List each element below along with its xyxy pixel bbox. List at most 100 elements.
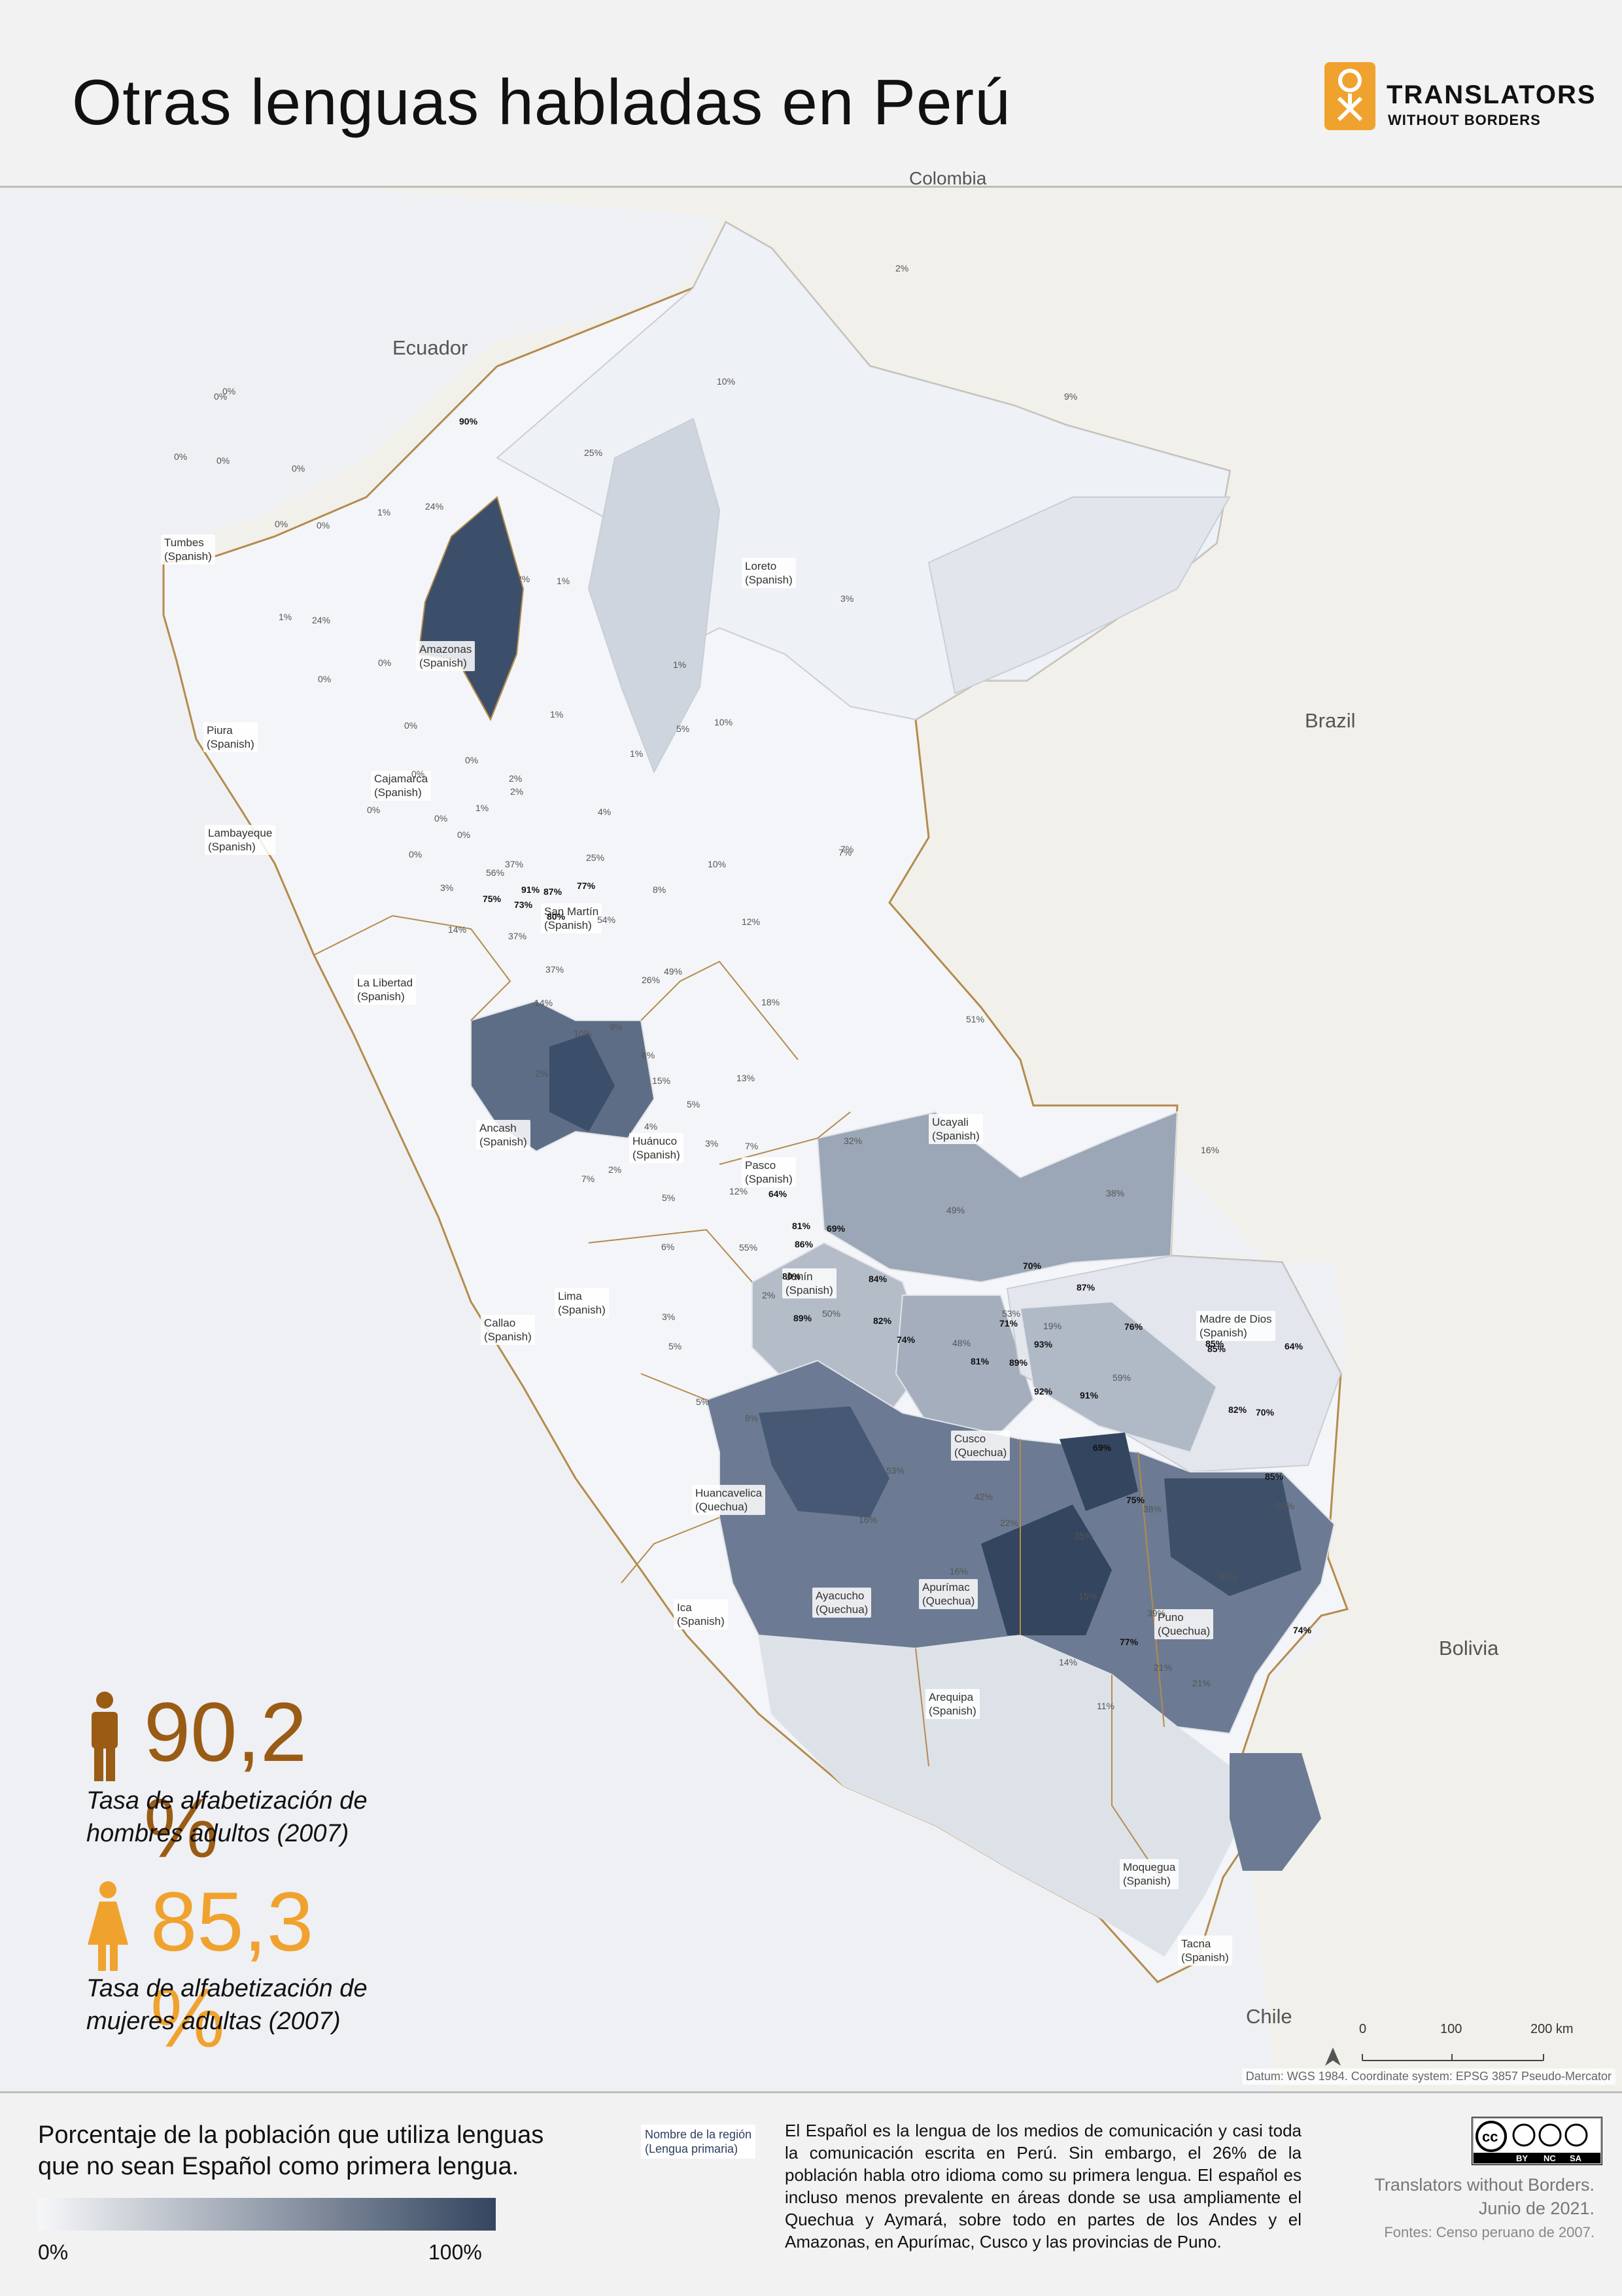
datum-note: Datum: WGS 1984. Coordinate system: EPSG…	[1241, 2068, 1615, 2085]
percentage-label: 5%	[662, 1192, 676, 1203]
percentage-label: 14%	[448, 924, 467, 935]
percentage-label: 38%	[1143, 1504, 1162, 1514]
country-label-chile: Chile	[1246, 2005, 1292, 2028]
percentage-label: 6%	[661, 1242, 675, 1252]
region-label-ancash: Ancash (Spanish)	[476, 1120, 530, 1150]
percentage-label: 7%	[838, 847, 852, 858]
percentage-label: 89%	[1009, 1357, 1028, 1368]
percentage-label: 25%	[584, 447, 603, 458]
legend-max: 100%	[428, 2240, 482, 2264]
region-huancavelica-dark	[759, 1406, 889, 1518]
stat-men-value: 90,2 %	[144, 1686, 307, 1875]
percentage-label: 0%	[214, 391, 228, 402]
country-label-brazil: Brazil	[1305, 709, 1356, 732]
region-label-ica: Ica (Spanish)	[674, 1599, 728, 1629]
percentage-label: 15%	[1078, 1591, 1097, 1601]
region-label-loreto: Loreto (Spanish)	[742, 558, 796, 588]
percentage-label: 2%	[608, 1164, 622, 1175]
percentage-label: 77%	[577, 880, 596, 891]
percentage-label: 50%	[822, 1308, 841, 1319]
percentage-label: 0%	[174, 451, 188, 462]
percentage-label: 73%	[514, 899, 533, 910]
percentage-label: 49%	[664, 966, 683, 977]
percentage-label: 13%	[736, 1073, 755, 1083]
percentage-label: 80%	[547, 911, 566, 922]
percentage-label: 7%	[840, 844, 854, 854]
region-label-cusco: Cusco (Quechua)	[951, 1431, 1010, 1461]
region-label-junin: Junín (Spanish)	[782, 1268, 837, 1298]
percentage-label: 37%	[508, 931, 527, 941]
percentage-label: 0%	[367, 805, 381, 815]
percentage-label: 1%	[550, 709, 564, 720]
cc-sa: SA	[1570, 2153, 1582, 2163]
percentage-label: 5%	[696, 1397, 710, 1407]
percentage-label: 2%	[762, 1290, 776, 1300]
percentage-label: 51%	[966, 1014, 985, 1024]
percentage-label: 9%	[610, 1022, 623, 1032]
percentage-label: 64%	[1285, 1341, 1303, 1351]
percentage-label: 25%	[586, 852, 605, 863]
percentage-label: 91%	[521, 884, 540, 895]
percentage-label: 37%	[505, 859, 524, 869]
percentage-label: 2%	[510, 786, 524, 797]
region-label-tacna: Tacna (Spanish)	[1178, 1936, 1232, 1966]
scale-label-100: 100	[1440, 2022, 1462, 2036]
legend-gradient	[38, 2198, 496, 2231]
percentage-label: 93%	[1034, 1339, 1053, 1349]
percentage-label: 3%	[840, 593, 854, 604]
percentage-label: 14%	[534, 998, 553, 1008]
stat-men-caption-line2: hombres adultos (2007)	[86, 1820, 349, 1847]
percentage-label: 55%	[1220, 1572, 1239, 1582]
region-apurimac-dark	[981, 1505, 1112, 1635]
percentage-label: 70%	[1023, 1261, 1042, 1271]
percentage-label: 8%	[745, 1413, 759, 1423]
percentage-label: 0%	[457, 829, 471, 840]
header: Otras lenguas habladas en Perú TRANSLATO…	[0, 0, 1622, 188]
percentage-label: 21%	[1192, 1678, 1211, 1688]
percentage-label: 0%	[411, 769, 425, 779]
legend-title: Porcentaje de la población que utiliza l…	[38, 2119, 544, 2182]
percentage-label: 77%	[1120, 1637, 1139, 1647]
percentage-label: 14%	[1059, 1657, 1078, 1667]
percentage-label: 0%	[222, 386, 236, 396]
percentage-label: 81%	[792, 1221, 811, 1231]
percentage-label: 76%	[1124, 1321, 1143, 1332]
region-label-lambayeque: Lambayeque (Spanish)	[205, 825, 276, 855]
percentage-label: 38%	[1106, 1188, 1125, 1198]
description: El Español es la lengua de los medios de…	[785, 2121, 1302, 2252]
region-label-ucayali: Ucayali (Spanish)	[929, 1114, 983, 1144]
percentage-label: 55%	[739, 1242, 758, 1253]
percentage-label: 19%	[1043, 1321, 1062, 1331]
region-label-ayacucho: Ayacucho (Quechua)	[812, 1588, 872, 1618]
legend-title-line1: Porcentaje de la población que utiliza l…	[38, 2121, 544, 2149]
map-canvas: 0 100 200 km	[0, 188, 1622, 2091]
region-label-cajamarca: Cajamarca (Spanish)	[371, 771, 432, 801]
percentage-label: 37%	[545, 964, 564, 975]
page-title: Otras lenguas habladas en Perú	[72, 66, 1011, 138]
percentage-label: 54%	[597, 914, 616, 925]
percentage-label: 39%	[1147, 1608, 1166, 1618]
percentage-label: 16%	[859, 1514, 878, 1525]
stat-women-value: 85,3 %	[150, 1875, 314, 2065]
percentage-label: 49%	[946, 1205, 965, 1215]
credit: Translators without Borders. Junio de 20…	[1320, 2173, 1595, 2220]
legend-title-line2: que no sean Español como primera lengua.	[38, 2153, 519, 2180]
percentage-label: 91%	[1080, 1390, 1099, 1400]
credit-line1: Translators without Borders.	[1374, 2175, 1595, 2195]
percentage-label: 84%	[869, 1274, 888, 1284]
percentage-label: 1%	[673, 659, 687, 670]
percentage-label: 5%	[687, 1099, 700, 1109]
percentage-label: 82%	[873, 1315, 892, 1326]
percentage-label: 1%	[377, 507, 391, 517]
stat-men-caption: Tasa de alfabetización de hombres adulto…	[86, 1784, 368, 1850]
legend-min: 0%	[38, 2240, 69, 2264]
percentage-label: 3%	[705, 1138, 719, 1149]
cc-nc: NC	[1544, 2153, 1556, 2163]
percentage-label: 9%	[1064, 391, 1078, 402]
region-puno-south	[1230, 1753, 1321, 1871]
percentage-label: 75%	[483, 894, 502, 904]
svg-text:cc: cc	[1482, 2129, 1498, 2145]
percentage-label: 24%	[312, 615, 331, 625]
percentage-label: 2%	[895, 263, 909, 273]
region-loreto-east	[927, 496, 1231, 695]
